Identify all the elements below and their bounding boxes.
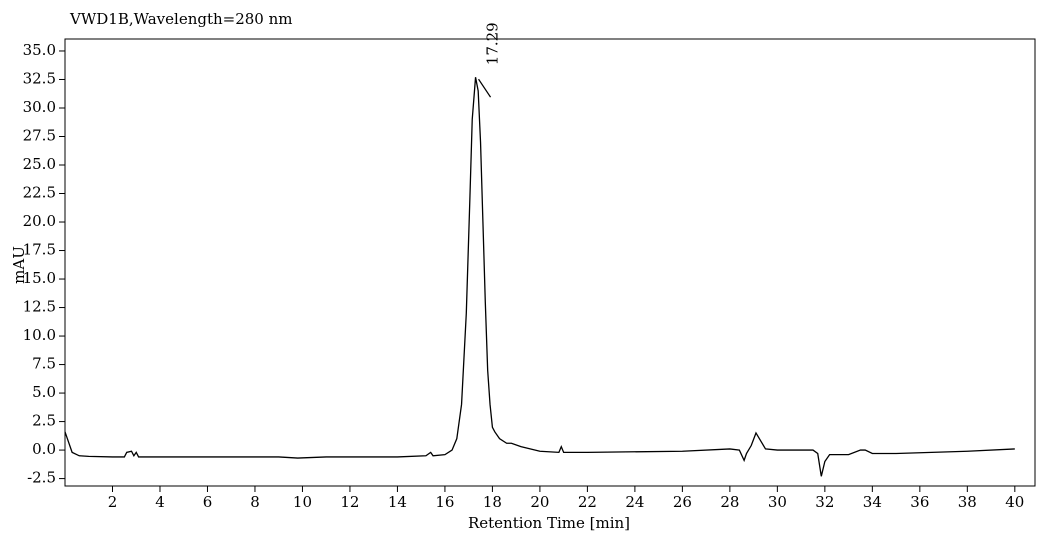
- y-tick-label: 32.5: [23, 69, 56, 87]
- y-tick-label: 10.0: [23, 326, 56, 344]
- x-tick-label: 4: [155, 493, 165, 511]
- x-tick-label: 6: [203, 493, 213, 511]
- chart-title: VWD1B,Wavelength=280 nm: [69, 10, 293, 28]
- x-tick-label: 30: [768, 493, 787, 511]
- y-tick-label: 22.5: [23, 184, 56, 202]
- x-tick-label: 2: [108, 493, 118, 511]
- y-axis-label: mAU: [10, 246, 28, 284]
- x-tick-label: 38: [958, 493, 977, 511]
- y-tick-label: 5.0: [32, 383, 56, 401]
- y-tick-label: 0.0: [32, 440, 56, 458]
- x-tick-label: 20: [530, 493, 549, 511]
- x-tick-label: 16: [435, 493, 454, 511]
- x-tick-label: 40: [1005, 493, 1024, 511]
- y-tick-label: 7.5: [32, 355, 56, 373]
- y-tick-label: 15.0: [23, 269, 56, 287]
- y-tick-label: 30.0: [23, 98, 56, 116]
- x-tick-label: 12: [340, 493, 359, 511]
- y-tick-label: 35.0: [23, 41, 56, 59]
- x-tick-label: 28: [720, 493, 739, 511]
- peak-label: 17.29: [484, 22, 502, 65]
- x-tick-label: 24: [625, 493, 644, 511]
- x-tick-label: 18: [483, 493, 502, 511]
- x-tick-label: 36: [910, 493, 929, 511]
- y-tick-label: 2.5: [32, 412, 56, 430]
- x-tick-label: 34: [863, 493, 882, 511]
- signal-line: [64, 77, 1015, 477]
- x-tick-label: 10: [293, 493, 312, 511]
- y-tick-label: 20.0: [23, 212, 56, 230]
- peak-marker: [478, 78, 492, 98]
- y-tick-label: 12.5: [23, 298, 56, 316]
- x-tick-label: 8: [250, 493, 260, 511]
- x-tick-label: 26: [673, 493, 692, 511]
- y-tick-label: -2.5: [27, 469, 56, 487]
- y-tick-label: 27.5: [23, 126, 56, 144]
- x-tick-label: 14: [388, 493, 407, 511]
- y-tick-label: 17.5: [23, 241, 56, 259]
- plot-frame: [64, 38, 1036, 487]
- x-tick-label: 22: [578, 493, 597, 511]
- y-tick-label: 25.0: [23, 155, 56, 173]
- x-axis-label: Retention Time [min]: [468, 514, 630, 532]
- x-tick-label: 32: [815, 493, 834, 511]
